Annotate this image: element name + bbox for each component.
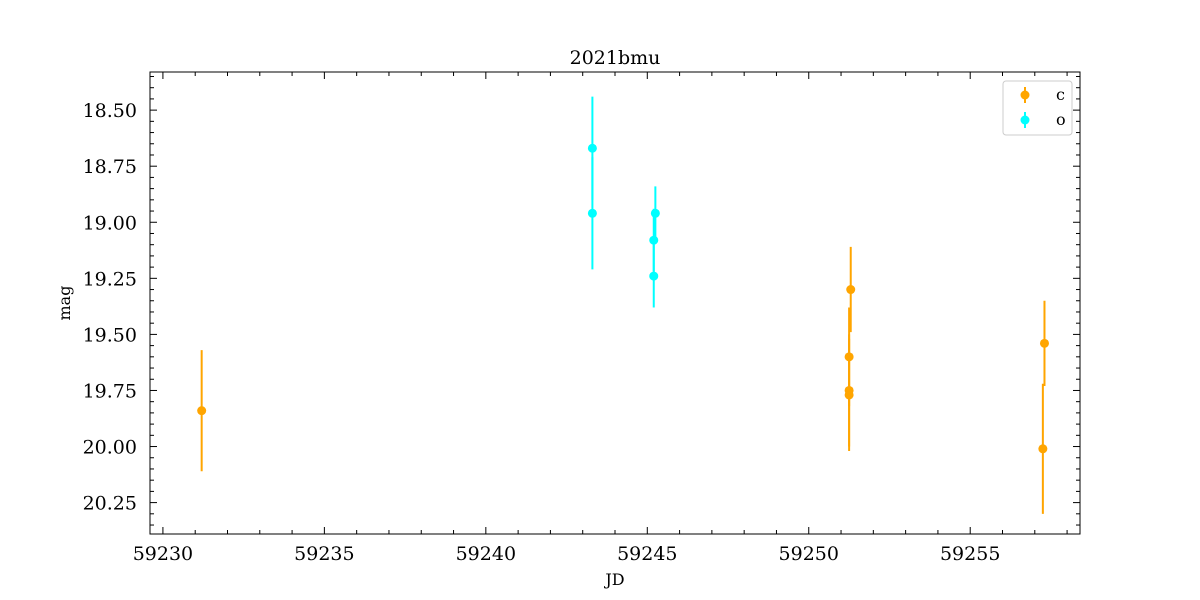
data-point-c: [1039, 338, 1049, 348]
legend-marker-c: [1020, 90, 1030, 100]
y-tick-label: 19.25: [83, 268, 137, 290]
plot-frame: [149, 71, 1081, 535]
data-point-c: [844, 390, 854, 400]
axes: 59230 59235 59240 59245 59250 59255 18.50 18.75…: [83, 72, 1080, 565]
data-point-c: [197, 406, 207, 416]
y-axis-label: mag: [55, 286, 74, 321]
y-tick-label: 20.25: [83, 493, 137, 515]
legend-label-o: o: [1056, 110, 1066, 129]
y-tick-label: 18.75: [83, 156, 137, 178]
legend-label-c: c: [1056, 85, 1065, 104]
y-tick-label: 19.00: [83, 212, 137, 234]
x-tick-label: 59255: [940, 543, 1000, 565]
x-tick-label: 59230: [133, 543, 193, 565]
x-axis-label: JD: [603, 570, 624, 589]
legend-marker-o: [1020, 115, 1030, 125]
data-point-o: [649, 235, 659, 245]
x-tick-label: 59245: [617, 543, 677, 565]
y-tick-label: 19.75: [83, 380, 137, 402]
y-tick-label: 18.50: [83, 100, 137, 122]
y-tick-label: 20.00: [83, 437, 137, 459]
x-tick-label: 59235: [294, 543, 354, 565]
data-point-o: [649, 271, 659, 281]
data-point-c: [846, 285, 856, 295]
data-point-o: [587, 208, 597, 218]
data-point-c: [1038, 444, 1048, 454]
y-tick-label: 19.50: [83, 324, 137, 346]
plot-marks: [197, 96, 1049, 514]
data-point-o: [587, 143, 597, 153]
x-tick-label: 59250: [779, 543, 839, 565]
data-point-o: [650, 208, 660, 218]
x-tick-label: 59240: [456, 543, 516, 565]
legend-box: [1002, 80, 1073, 136]
chart-title: 2021bmu: [570, 47, 661, 69]
legend: co: [1002, 80, 1073, 136]
